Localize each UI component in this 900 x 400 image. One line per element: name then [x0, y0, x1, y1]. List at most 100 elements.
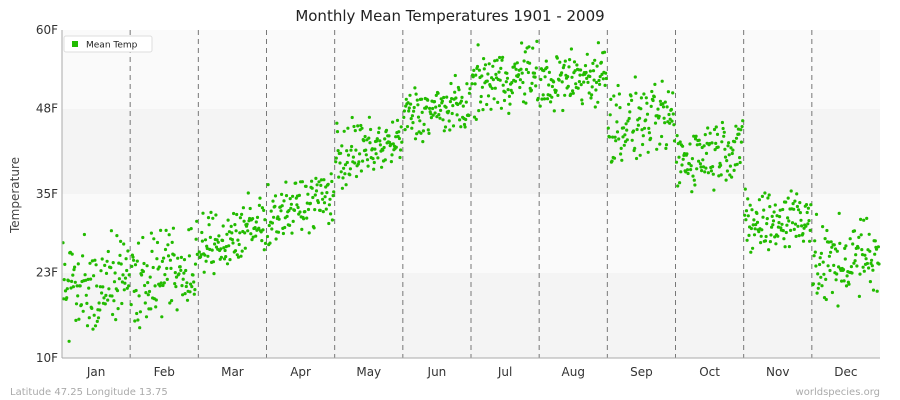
data-point — [787, 219, 791, 223]
data-point — [600, 72, 604, 76]
data-point — [351, 155, 355, 159]
data-point — [800, 224, 804, 228]
data-point — [345, 149, 349, 153]
data-point — [136, 241, 141, 245]
data-point — [641, 134, 645, 138]
data-point — [541, 93, 545, 97]
data-point — [421, 140, 425, 144]
data-point — [510, 91, 514, 95]
data-point — [755, 211, 759, 215]
data-point — [644, 118, 648, 122]
data-point — [424, 105, 429, 109]
data-point — [161, 283, 165, 288]
data-point — [685, 168, 690, 172]
data-point — [844, 284, 849, 288]
data-point — [238, 216, 242, 220]
data-point — [594, 88, 598, 92]
data-point — [471, 75, 475, 79]
data-point — [681, 157, 685, 161]
data-point — [711, 172, 715, 176]
data-point — [830, 245, 834, 249]
data-point — [294, 181, 298, 185]
data-point — [322, 201, 327, 205]
data-point — [269, 209, 273, 213]
data-point — [104, 271, 109, 275]
data-point — [380, 165, 384, 169]
x-tick-label: Feb — [154, 365, 175, 379]
data-point — [797, 234, 801, 238]
data-point — [134, 288, 138, 293]
data-point — [820, 284, 824, 288]
data-point — [437, 113, 441, 117]
data-point — [713, 148, 717, 152]
data-point — [490, 86, 494, 90]
data-point — [751, 246, 755, 250]
data-point — [712, 127, 717, 132]
data-point — [464, 117, 468, 122]
data-point — [633, 75, 637, 79]
data-point — [104, 293, 108, 297]
data-point — [678, 181, 682, 185]
data-point — [582, 80, 586, 84]
data-point — [163, 273, 167, 277]
data-point — [179, 268, 183, 272]
data-point — [560, 80, 564, 84]
data-point — [458, 118, 462, 122]
y-tick-label: 10F — [36, 351, 58, 365]
data-point — [765, 217, 769, 221]
data-point — [701, 165, 706, 169]
data-point — [703, 170, 707, 174]
data-point — [655, 147, 659, 151]
data-point — [439, 108, 443, 112]
data-point — [349, 148, 353, 152]
data-point — [199, 253, 203, 257]
data-point — [804, 224, 808, 228]
data-point — [383, 158, 387, 162]
data-point — [672, 139, 677, 143]
data-point — [677, 155, 681, 159]
data-point — [324, 207, 328, 211]
data-point — [735, 162, 739, 166]
data-point — [702, 144, 706, 148]
data-point — [346, 153, 351, 157]
data-point — [389, 160, 393, 164]
data-point — [238, 231, 242, 235]
data-point — [426, 128, 430, 132]
data-point — [726, 144, 730, 148]
data-point — [409, 102, 413, 106]
data-point — [733, 140, 737, 144]
data-point — [786, 216, 790, 220]
data-point — [382, 145, 386, 150]
data-point — [491, 64, 495, 68]
data-point — [154, 298, 158, 302]
data-point — [92, 313, 96, 317]
data-point — [864, 257, 868, 261]
data-point — [122, 288, 126, 292]
data-point — [181, 277, 185, 281]
data-point — [353, 161, 357, 165]
data-point — [124, 257, 128, 261]
data-point — [75, 284, 79, 288]
data-point — [604, 71, 608, 75]
data-point — [107, 287, 111, 291]
data-point — [829, 240, 833, 244]
data-point — [342, 129, 346, 133]
data-point — [287, 209, 291, 213]
data-point — [715, 132, 720, 136]
data-point — [409, 117, 413, 121]
data-point — [74, 302, 79, 306]
data-point — [96, 316, 101, 320]
data-point — [414, 92, 418, 96]
data-point — [529, 88, 534, 92]
data-point — [577, 80, 582, 84]
data-point — [408, 93, 412, 97]
data-point — [527, 45, 531, 49]
data-point — [593, 105, 597, 109]
data-point — [193, 262, 198, 266]
data-point — [415, 98, 419, 102]
data-point — [284, 180, 288, 184]
data-point — [323, 195, 327, 199]
data-point — [457, 88, 461, 92]
data-point — [468, 87, 472, 91]
data-point — [163, 247, 168, 252]
